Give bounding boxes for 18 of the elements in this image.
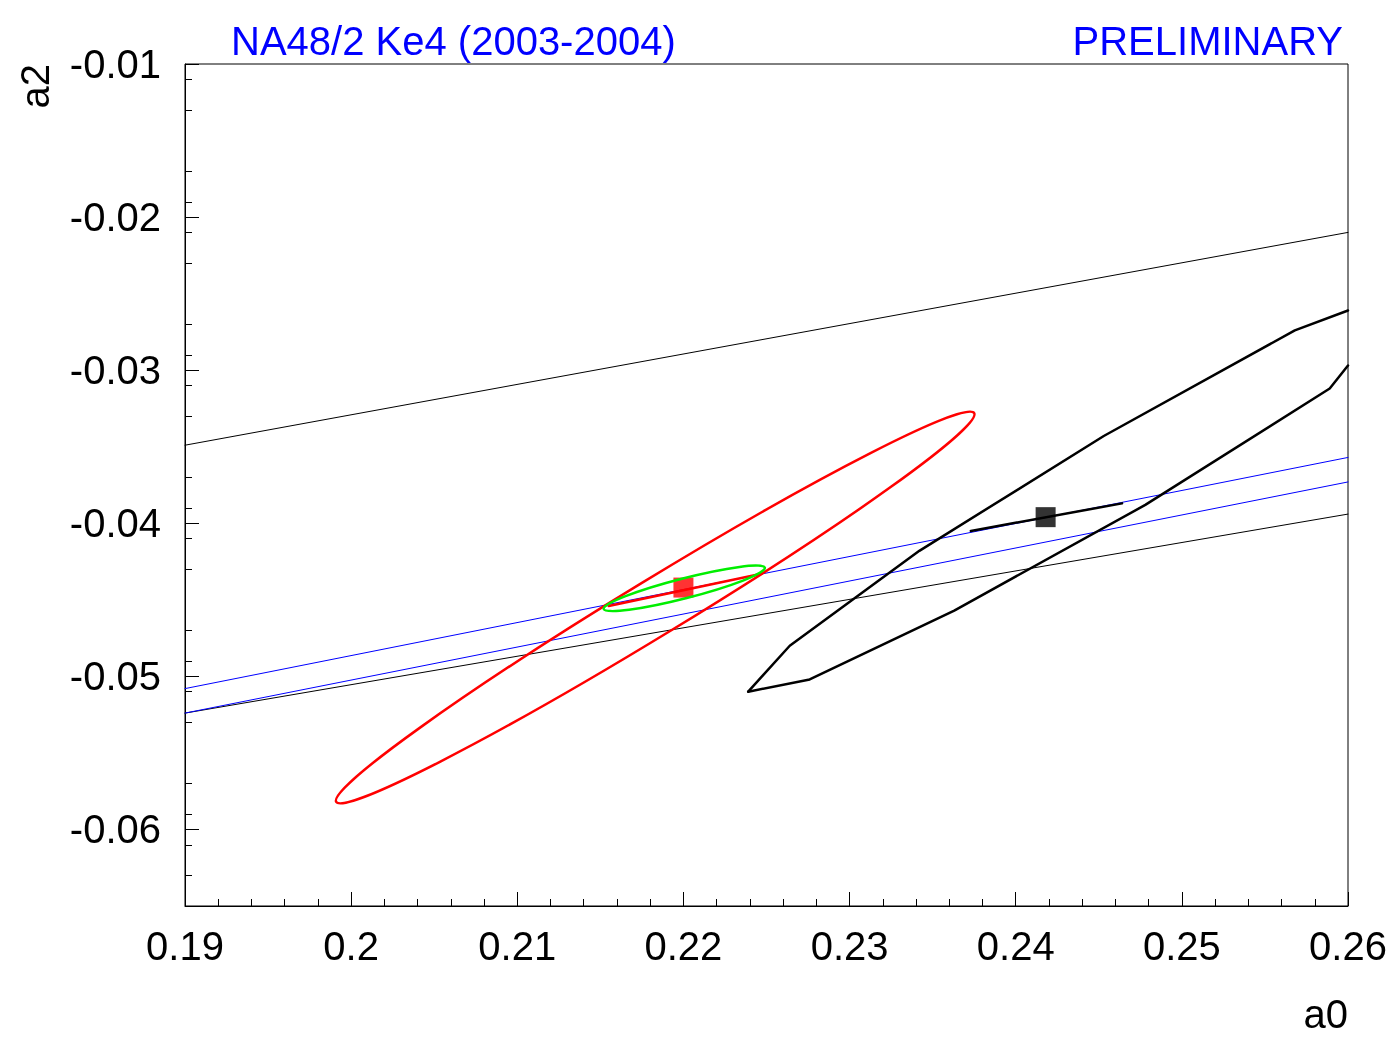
chart-title: NA48/2 Ke4 (2003-2004) [231,19,676,63]
y-tick-label: -0.04 [69,501,161,546]
y-tick-label: -0.02 [69,195,161,240]
x-tick-label: 0.24 [976,924,1055,968]
y-tick-label: -0.03 [69,348,161,393]
x-tick-label: 0.26 [1309,924,1387,968]
x-tick-label: 0.19 [146,924,224,968]
y-axis-title: a2 [13,64,57,109]
text: PRELIMINARY [1072,19,1343,63]
x-tick-label: 0.25 [1142,924,1221,968]
x-tick-label: 0.2 [323,924,379,968]
x-tick-label: 0.23 [810,924,889,968]
y-tick-label: -0.05 [69,654,161,699]
x-axis-title: a0 [1303,992,1348,1036]
x-tick-label: 0.22 [644,924,723,968]
x-tick-label: 0.21 [478,924,557,968]
y-tick-label: -0.01 [69,42,161,86]
y-tick-label: -0.06 [69,807,161,852]
